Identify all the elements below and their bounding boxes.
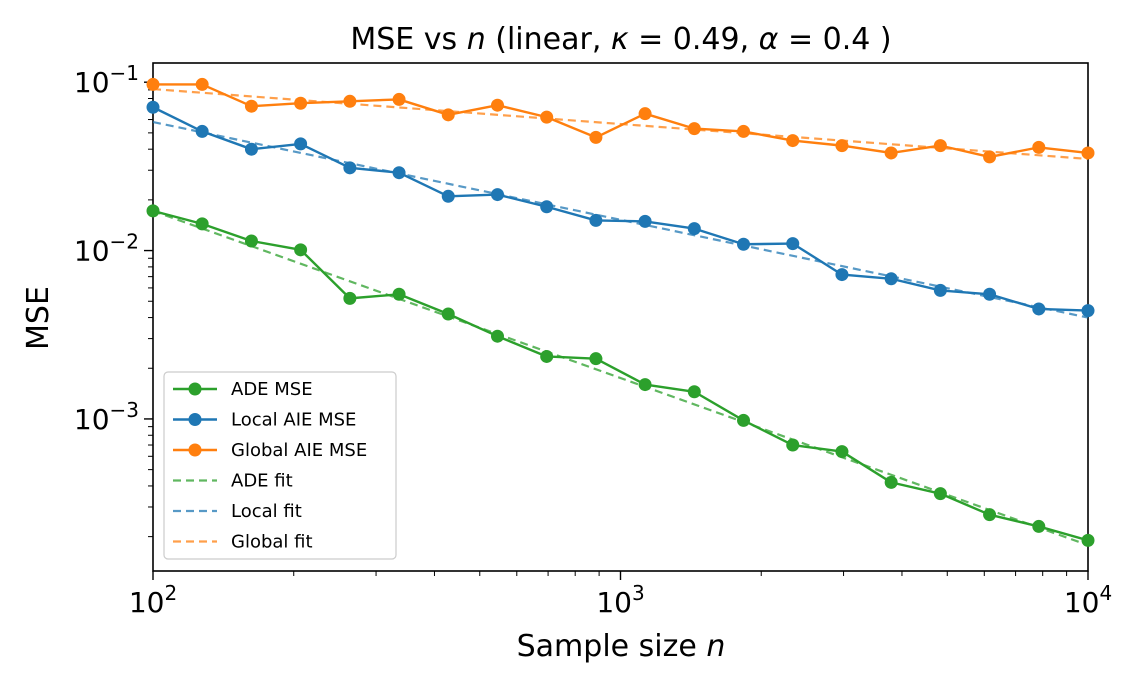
ade-mse-point: [343, 291, 357, 305]
ade-mse-point: [933, 487, 947, 501]
local-fit-line: [153, 120, 1088, 319]
ade-mse-point: [638, 378, 652, 392]
legend-marker-local-aie-mse: [188, 413, 202, 426]
ade-mse-point: [540, 349, 554, 363]
local-aie-mse-point: [884, 272, 898, 286]
chart-title: MSE vs n (linear, κ = 0.49, α = 0.4 ): [350, 22, 891, 57]
local-aie-mse-point: [835, 268, 849, 282]
ade-mse-point: [294, 243, 308, 257]
global-aie-mse-point: [884, 146, 898, 160]
y-tick-label: 10−3: [74, 398, 139, 436]
ade-mse-point: [195, 217, 209, 231]
y-tick-label: 10−2: [74, 230, 139, 268]
legend-label-global-fit: Global fit: [231, 532, 313, 553]
global-aie-mse-point: [244, 99, 258, 113]
global-aie-mse-point: [1032, 140, 1046, 154]
local-aie-mse-point: [294, 137, 308, 151]
local-aie-mse-point: [490, 188, 504, 202]
global-aie-mse-point: [195, 77, 209, 91]
global-aie-mse-line: [153, 83, 1088, 159]
ade-mse-point: [490, 329, 504, 343]
x-axis-label: Sample size n: [517, 629, 726, 664]
global-aie-mse-point: [540, 110, 554, 124]
global-aie-mse-point: [1081, 146, 1095, 160]
y-axis-label: MSE: [21, 286, 56, 350]
local-aie-mse-point: [392, 166, 406, 180]
ade-mse-point: [441, 307, 455, 321]
local-aie-mse-line: [153, 106, 1088, 312]
local-aie-mse-point: [540, 200, 554, 214]
ade-mse-point: [1081, 533, 1095, 547]
local-aie-mse-point: [244, 142, 258, 156]
global-aie-mse-point: [638, 107, 652, 121]
global-aie-mse-point: [786, 134, 800, 148]
legend-label-local-fit: Local fit: [231, 501, 302, 522]
ade-fit-line: [153, 209, 1088, 547]
legend-label-ade-fit: ADE fit: [231, 471, 293, 492]
local-aie-mse-point: [146, 100, 160, 114]
local-aie-mse-point: [687, 222, 701, 236]
ade-mse-point: [835, 445, 849, 459]
global-aie-mse-point: [392, 92, 406, 106]
global-aie-mse-point: [737, 124, 751, 138]
series-points: [146, 77, 1095, 547]
ade-mse-point: [983, 508, 997, 522]
ade-mse-point: [884, 475, 898, 489]
global-aie-mse-point: [343, 94, 357, 108]
global-aie-mse-point: [835, 139, 849, 153]
legend-marker-global-aie-mse: [188, 443, 202, 457]
x-tick-label: 104: [1064, 581, 1112, 619]
legend-label-ade-mse: ADE MSE: [231, 379, 313, 400]
legend: ADE MSE Local AIE MSE Global AIE MSE ADE fi…: [163, 371, 397, 560]
tick-labels: 102 103 104 10−3 10−2 10−1: [74, 61, 1112, 619]
global-aie-mse-point: [441, 108, 455, 122]
ade-mse-point: [244, 234, 258, 248]
legend-label-local-aie-mse: Local AIE MSE: [231, 410, 356, 431]
global-aie-mse-point: [983, 150, 997, 164]
ade-mse-point: [687, 385, 701, 399]
global-aie-mse-point: [294, 96, 308, 110]
ade-mse-point: [146, 204, 160, 218]
x-tick-label: 103: [596, 581, 644, 619]
local-aie-mse-point: [933, 283, 947, 297]
global-aie-mse-point: [589, 130, 603, 144]
legend-marker-ade-mse: [188, 382, 202, 396]
x-tick-label: 102: [129, 581, 177, 619]
ade-mse-point: [1032, 519, 1046, 533]
ade-mse-point: [737, 413, 751, 427]
local-aie-mse-point: [1032, 302, 1046, 316]
local-aie-mse-point: [786, 237, 800, 251]
legend-label-global-aie-mse: Global AIE MSE: [231, 440, 367, 461]
global-aie-mse-point: [146, 77, 160, 91]
local-aie-mse-point: [343, 161, 357, 175]
global-aie-mse-point: [490, 98, 504, 112]
series-lines: [153, 83, 1088, 542]
local-aie-mse-point: [737, 237, 751, 251]
ade-mse-point: [786, 438, 800, 452]
global-aie-mse-point: [933, 139, 947, 153]
local-aie-mse-point: [195, 124, 209, 138]
y-tick-label: 10−1: [74, 61, 139, 99]
local-aie-mse-point: [441, 189, 455, 203]
global-aie-mse-point: [687, 122, 701, 136]
local-aie-mse-point: [983, 287, 997, 301]
local-aie-mse-point: [1081, 304, 1095, 318]
ade-mse-point: [589, 352, 603, 366]
legend-frame: [163, 371, 397, 560]
ade-mse-line: [153, 209, 1088, 542]
ade-mse-point: [392, 287, 406, 301]
local-aie-mse-point: [638, 214, 652, 228]
local-aie-mse-point: [589, 213, 603, 227]
